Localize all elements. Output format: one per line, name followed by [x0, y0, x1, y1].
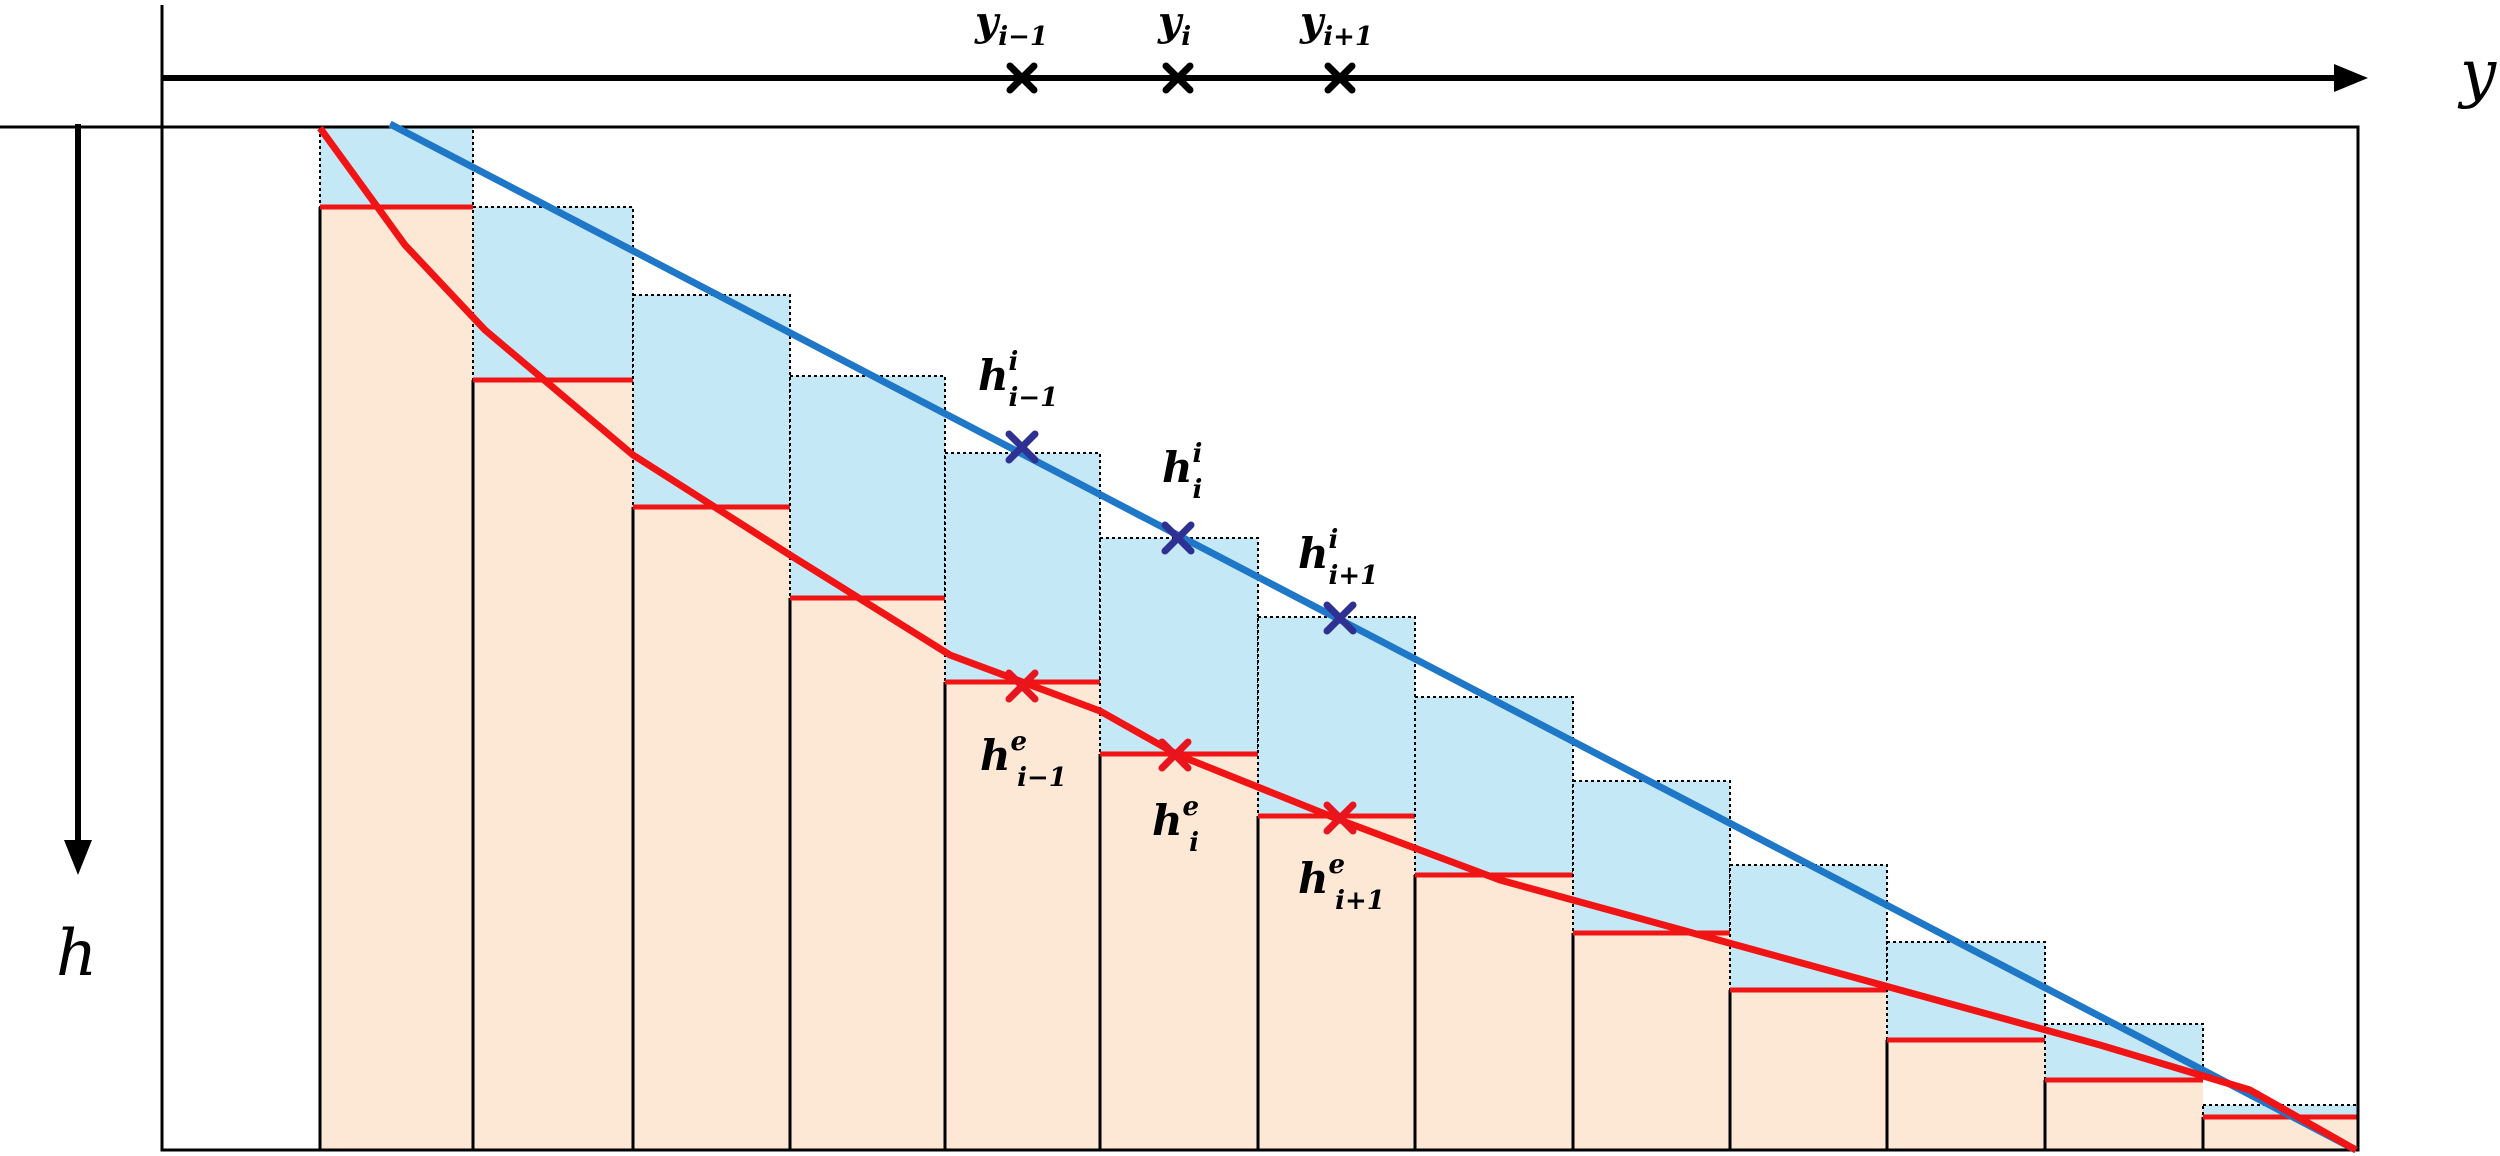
erosion-cross [1005, 669, 1039, 703]
column-upper-zone [944, 452, 1101, 683]
h-axis-arrowhead [64, 840, 92, 875]
column-lower-zone [2045, 1080, 2203, 1150]
erosion-cross-stroke-b [1158, 738, 1192, 772]
column-lower-zone [1730, 990, 1887, 1150]
column-lower-zone [1887, 1040, 2045, 1150]
y-marker-cross [1162, 62, 1194, 94]
y-axis-arrowhead [2334, 64, 2368, 92]
y-marker-label-i: yi [1157, 0, 1191, 52]
column-lower-zone [2203, 1117, 2358, 1150]
column-upper-zone [319, 126, 474, 208]
interface-label-i-plus-1: hi i+1 [1298, 525, 1378, 591]
column-upper-zone [472, 206, 634, 381]
erosion-label-i-minus-1: he i−1 [980, 727, 1067, 793]
erosion-cross [1158, 738, 1192, 772]
column-upper-zone [632, 294, 791, 508]
interface-crosses [1005, 430, 1357, 635]
column-upper-zone [1572, 780, 1731, 934]
column-upper-zone [1099, 537, 1259, 755]
y-axis-label: y [2457, 37, 2497, 111]
domain-frame [160, 125, 2360, 1152]
interface-label-i-minus-1: hi i−1 [978, 347, 1058, 413]
interface-cross [1323, 601, 1357, 635]
y-marker-cross-stroke-b [1006, 62, 1038, 94]
erosion-cross [1323, 801, 1357, 835]
y-marker-crosses [1006, 62, 1356, 94]
column-lower-zone [945, 682, 1100, 1150]
erosion-label-i-plus-1: he i+1 [1298, 850, 1385, 916]
y-marker-cross [1324, 62, 1356, 94]
y-marker-label-i-plus-1: yi+1 [1299, 0, 1373, 52]
interface-label-i: hi i [1162, 439, 1202, 505]
column-upper-zone [1257, 616, 1416, 817]
erosion-cross-stroke-b [1005, 669, 1039, 703]
interface-cross-stroke-b [1161, 521, 1195, 555]
interface-line [388, 120, 2358, 1154]
column-lower-zone [320, 207, 473, 1150]
column-bars [318, 126, 2359, 1150]
erosion-crosses [1005, 669, 1357, 835]
erosion-label-i: he i [1152, 792, 1199, 858]
erosion-cross-stroke-b [1323, 801, 1357, 835]
column-lower-zone [473, 380, 633, 1150]
column-upper-zone [1729, 864, 1888, 991]
interface-cross [1161, 521, 1195, 555]
y-marker-cross-stroke-b [1162, 62, 1194, 94]
y-marker-cross [1006, 62, 1038, 94]
h-axis-label: h [56, 917, 97, 991]
column-lower-zone [1573, 933, 1730, 1150]
interface-cross-stroke-b [1323, 601, 1357, 635]
column-lower-zone [1258, 816, 1415, 1150]
y-marker-cross-stroke-b [1324, 62, 1356, 94]
y-marker-label-i-minus-1: yi−1 [974, 0, 1048, 52]
column-upper-zone [1414, 696, 1574, 876]
interface-cross [1005, 430, 1039, 464]
column-upper-zone [789, 375, 946, 599]
column-lower-zone [633, 507, 790, 1150]
column-lower-zone [1415, 875, 1573, 1150]
column-lower-zone [790, 598, 945, 1150]
interface-cross-stroke-b [1005, 430, 1039, 464]
column-lower-zone [1100, 754, 1258, 1150]
